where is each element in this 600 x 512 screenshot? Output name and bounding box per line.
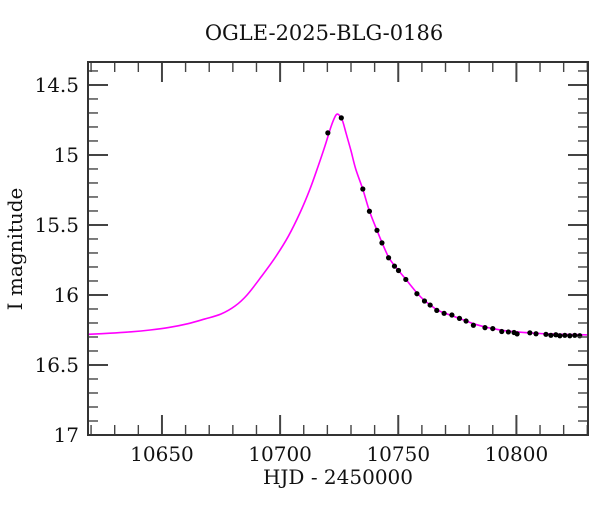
- data-points: [325, 115, 583, 339]
- x-tick-label: 10700: [248, 442, 312, 466]
- data-point: [514, 331, 520, 337]
- data-point: [427, 302, 433, 308]
- data-point: [548, 332, 554, 338]
- x-tick-label: 10650: [130, 442, 194, 466]
- data-point: [434, 307, 440, 313]
- y-tick-label: 16: [54, 283, 79, 307]
- data-point: [441, 310, 447, 316]
- data-point: [360, 186, 366, 192]
- data-point: [414, 291, 420, 297]
- data-point: [470, 322, 476, 328]
- y-tick-label: 17: [54, 423, 79, 447]
- data-point: [449, 312, 455, 318]
- x-tick-label: 10800: [485, 442, 549, 466]
- data-point: [456, 315, 463, 321]
- data-point: [366, 208, 373, 214]
- y-axis-label: I magnitude: [3, 188, 27, 311]
- plot-frame-rect: [87, 61, 589, 436]
- y-tick-label: 15.5: [34, 213, 79, 237]
- data-point: [403, 276, 409, 283]
- data-point: [562, 332, 568, 338]
- axis-ticks: [88, 62, 588, 436]
- data-point: [572, 332, 578, 338]
- y-tick-label: 15: [54, 143, 79, 167]
- model-curve: [87, 113, 589, 336]
- model-curve-path: [87, 113, 589, 336]
- data-point: [391, 263, 398, 269]
- data-point: [421, 298, 428, 304]
- plot-title: OGLE-2025-BLG-0186: [205, 21, 443, 45]
- data-point: [395, 267, 402, 274]
- data-point: [533, 331, 539, 337]
- data-point: [385, 255, 392, 261]
- data-point: [338, 115, 344, 121]
- tick-labels: 10650 10700 10750 10800 14.5 15 15.5 16 16.5 17: [34, 73, 548, 466]
- data-point: [379, 240, 385, 246]
- data-point: [463, 318, 469, 324]
- x-tick-label: 10750: [366, 442, 430, 466]
- plot-frame: [87, 61, 589, 436]
- data-point: [567, 333, 573, 339]
- y-tick-label: 16.5: [34, 353, 79, 377]
- y-tick-label: 14.5: [34, 73, 79, 97]
- data-point: [527, 330, 533, 336]
- data-point: [505, 329, 511, 335]
- data-point: [543, 331, 549, 337]
- data-point: [374, 227, 380, 233]
- data-point: [490, 325, 496, 332]
- data-point: [553, 332, 559, 338]
- data-point: [325, 130, 331, 136]
- x-axis-label: HJD - 2450000: [263, 465, 413, 489]
- data-point: [499, 328, 505, 335]
- data-point: [482, 325, 488, 331]
- data-point: [557, 333, 563, 339]
